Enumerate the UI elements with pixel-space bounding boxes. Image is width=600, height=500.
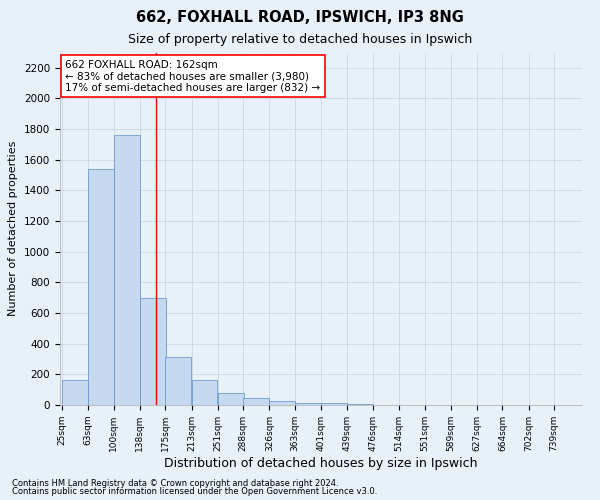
Bar (140, 298, 166, 405)
Bar (321, 404, 347, 405)
Bar (114, 136, 140, 405)
Bar (88, 169, 114, 405)
Bar (62, 380, 88, 405)
X-axis label: Distribution of detached houses by size in Ipswich: Distribution of detached houses by size … (164, 456, 478, 469)
Text: Contains public sector information licensed under the Open Government Licence v3: Contains public sector information licen… (12, 487, 377, 496)
Text: Contains HM Land Registry data © Crown copyright and database right 2024.: Contains HM Land Registry data © Crown c… (12, 478, 338, 488)
Bar (347, 404, 373, 405)
Bar (269, 401, 295, 405)
Text: 662 FOXHALL ROAD: 162sqm
← 83% of detached houses are smaller (3,980)
17% of sem: 662 FOXHALL ROAD: 162sqm ← 83% of detach… (65, 60, 320, 93)
Text: 662, FOXHALL ROAD, IPSWICH, IP3 8NG: 662, FOXHALL ROAD, IPSWICH, IP3 8NG (136, 10, 464, 25)
Bar (295, 402, 321, 405)
Bar (244, 398, 269, 405)
Y-axis label: Number of detached properties: Number of detached properties (8, 141, 19, 316)
Text: Size of property relative to detached houses in Ipswich: Size of property relative to detached ho… (128, 32, 472, 46)
Bar (218, 392, 244, 405)
Bar (191, 380, 217, 405)
Bar (166, 358, 191, 405)
